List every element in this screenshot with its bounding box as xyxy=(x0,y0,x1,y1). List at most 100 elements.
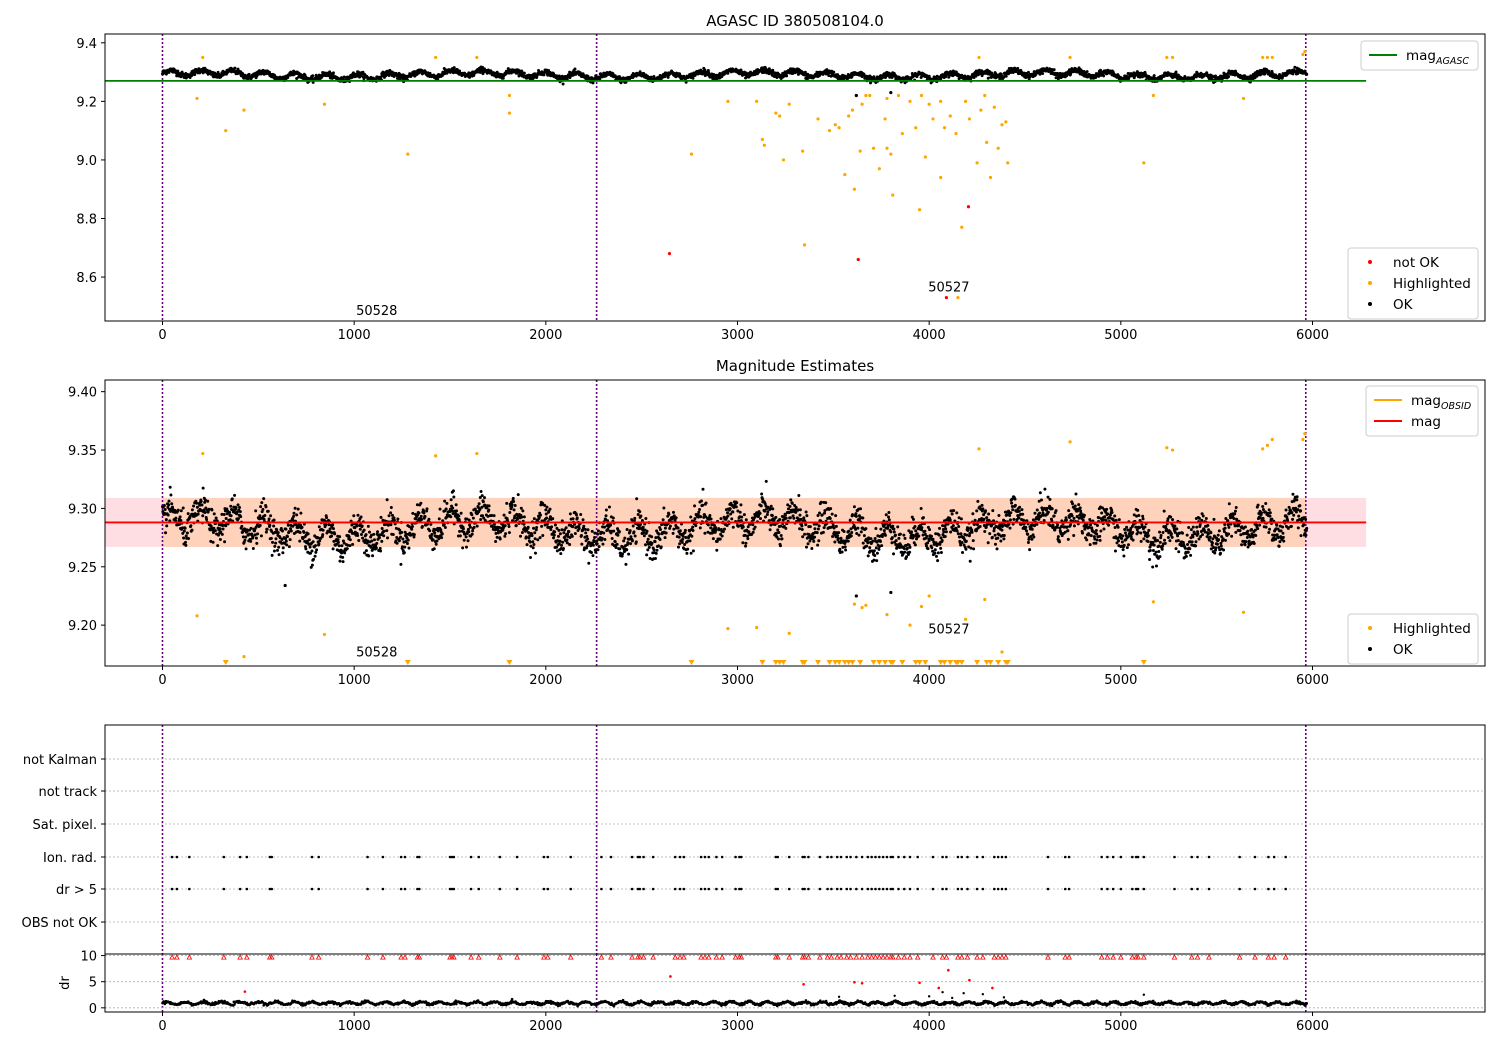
panel1-point xyxy=(1303,49,1307,54)
panel2-ok-point xyxy=(512,500,516,504)
panel2-ok-point xyxy=(386,536,390,540)
panel2-ok-point xyxy=(794,505,798,509)
panel2-ok-point xyxy=(751,523,755,527)
panel1-ok-point xyxy=(246,77,250,81)
panel2-ok-point xyxy=(285,535,289,539)
panel2-ok-point xyxy=(203,511,207,515)
panel1-ok-point xyxy=(1305,72,1309,76)
panel1-point xyxy=(960,225,964,229)
panel2-ok-point xyxy=(348,544,352,548)
panel2-ok-point xyxy=(286,523,290,527)
panel2-ok-point xyxy=(274,541,278,545)
panel2-ok-point xyxy=(288,538,292,542)
panel2-ok-point xyxy=(808,539,812,543)
panel2-ok-point xyxy=(644,543,647,547)
panel2-ok-point xyxy=(389,523,393,527)
panel2-ok-point xyxy=(452,495,456,499)
panel2-ok-point xyxy=(382,529,386,533)
panel2-ok-point xyxy=(846,539,850,543)
panel1-point xyxy=(1068,55,1072,60)
panel2-ok-point xyxy=(254,536,258,540)
panel1-ok-point xyxy=(255,74,259,78)
panel2-ok-point xyxy=(470,513,474,517)
panel1-point xyxy=(967,117,972,121)
panel2-ok-point xyxy=(351,542,355,546)
panel1-ok-point xyxy=(233,66,237,70)
panel2-ok-point xyxy=(788,504,792,508)
panel2-ok-point xyxy=(170,502,174,506)
panel2-ok-point xyxy=(162,503,166,507)
panel2-ok-point xyxy=(697,510,701,514)
panel2-ok-point xyxy=(677,535,681,539)
panel2-ok-point xyxy=(402,551,406,555)
panel2-ok-point xyxy=(718,537,722,541)
panel2-ok-point xyxy=(259,505,263,509)
panel2-ok-point xyxy=(382,534,386,538)
panel1-point xyxy=(322,102,327,106)
panel2-ok-point xyxy=(184,543,188,547)
panel2-ok-point xyxy=(693,517,697,521)
panel2-ok-point xyxy=(582,524,586,528)
panel2-ok-point xyxy=(521,509,525,513)
panel2-ok-point xyxy=(507,531,511,535)
panel1-point xyxy=(954,131,958,136)
panel2-ok-point xyxy=(341,560,345,564)
panel1-y-tick-label: 9.4 xyxy=(76,37,97,52)
panel2-ok-point xyxy=(298,531,302,535)
panel2-ok-point xyxy=(798,513,802,517)
panel1-ok-point xyxy=(1102,74,1106,78)
panel2-ok-point xyxy=(240,524,244,528)
panel2-ok-point xyxy=(646,537,650,541)
panel1-point xyxy=(434,55,438,60)
panel2-ok-point xyxy=(444,507,448,511)
panel2-ok-point xyxy=(527,531,531,535)
panel2-ok-point xyxy=(575,516,579,520)
panel2-ok-point xyxy=(464,535,468,539)
panel2-ok-point xyxy=(163,507,167,511)
panel2-ok-point xyxy=(345,547,349,551)
panel1-ok-point xyxy=(1174,70,1178,74)
panel2-ok-point xyxy=(678,542,682,546)
panel1-x-tick-label: 4000 xyxy=(913,328,946,343)
panel2-ok-point xyxy=(792,516,796,520)
panel2-ok-point xyxy=(189,524,193,528)
panel2-ok-point xyxy=(764,479,768,483)
panel2-ok-point xyxy=(638,510,642,514)
panel2-ok-point xyxy=(544,508,548,512)
panel2-ok-point xyxy=(816,543,820,547)
panel2-ok-point xyxy=(281,546,285,550)
panel1-ok-point xyxy=(666,75,670,79)
panel1-point xyxy=(224,129,228,133)
panel2-ok-point xyxy=(641,525,645,529)
panel1-x-tick-label: 5000 xyxy=(1104,328,1137,343)
panel1-point xyxy=(852,187,857,191)
panel2-ok-point xyxy=(798,508,802,512)
panel1-point xyxy=(856,257,860,262)
panel2-ok-point xyxy=(195,501,199,505)
panel2-ok-point xyxy=(859,530,863,534)
panel2-ok-point xyxy=(586,537,590,541)
panel2-ok-point xyxy=(564,526,568,530)
panel2-ok-point xyxy=(585,544,589,548)
panel2-ok-point xyxy=(854,512,858,516)
panel2-ok-point xyxy=(703,531,707,535)
panel2-ok-point xyxy=(758,511,762,515)
panel2-ok-point xyxy=(307,538,311,542)
panel1-ok-point xyxy=(1052,68,1056,72)
panel2-ok-point xyxy=(264,530,268,534)
panel2-ok-point xyxy=(461,546,465,550)
panel2-ok-point xyxy=(604,508,608,512)
panel2-ok-point xyxy=(699,515,703,519)
panel2-ok-point xyxy=(224,516,228,520)
panel1-point xyxy=(966,205,971,209)
panel2-ok-point xyxy=(525,543,529,547)
panel2-ok-point xyxy=(267,517,271,521)
panel2-ok-point xyxy=(164,518,168,522)
panel1-point xyxy=(854,93,858,98)
panel2-ok-point xyxy=(704,501,708,505)
panel2-ok-point xyxy=(726,511,730,515)
panel2-ok-point xyxy=(507,525,511,529)
panel1-ok-point xyxy=(691,76,695,80)
panel2-ok-point xyxy=(169,493,173,497)
panel2-ok-point xyxy=(272,524,276,528)
